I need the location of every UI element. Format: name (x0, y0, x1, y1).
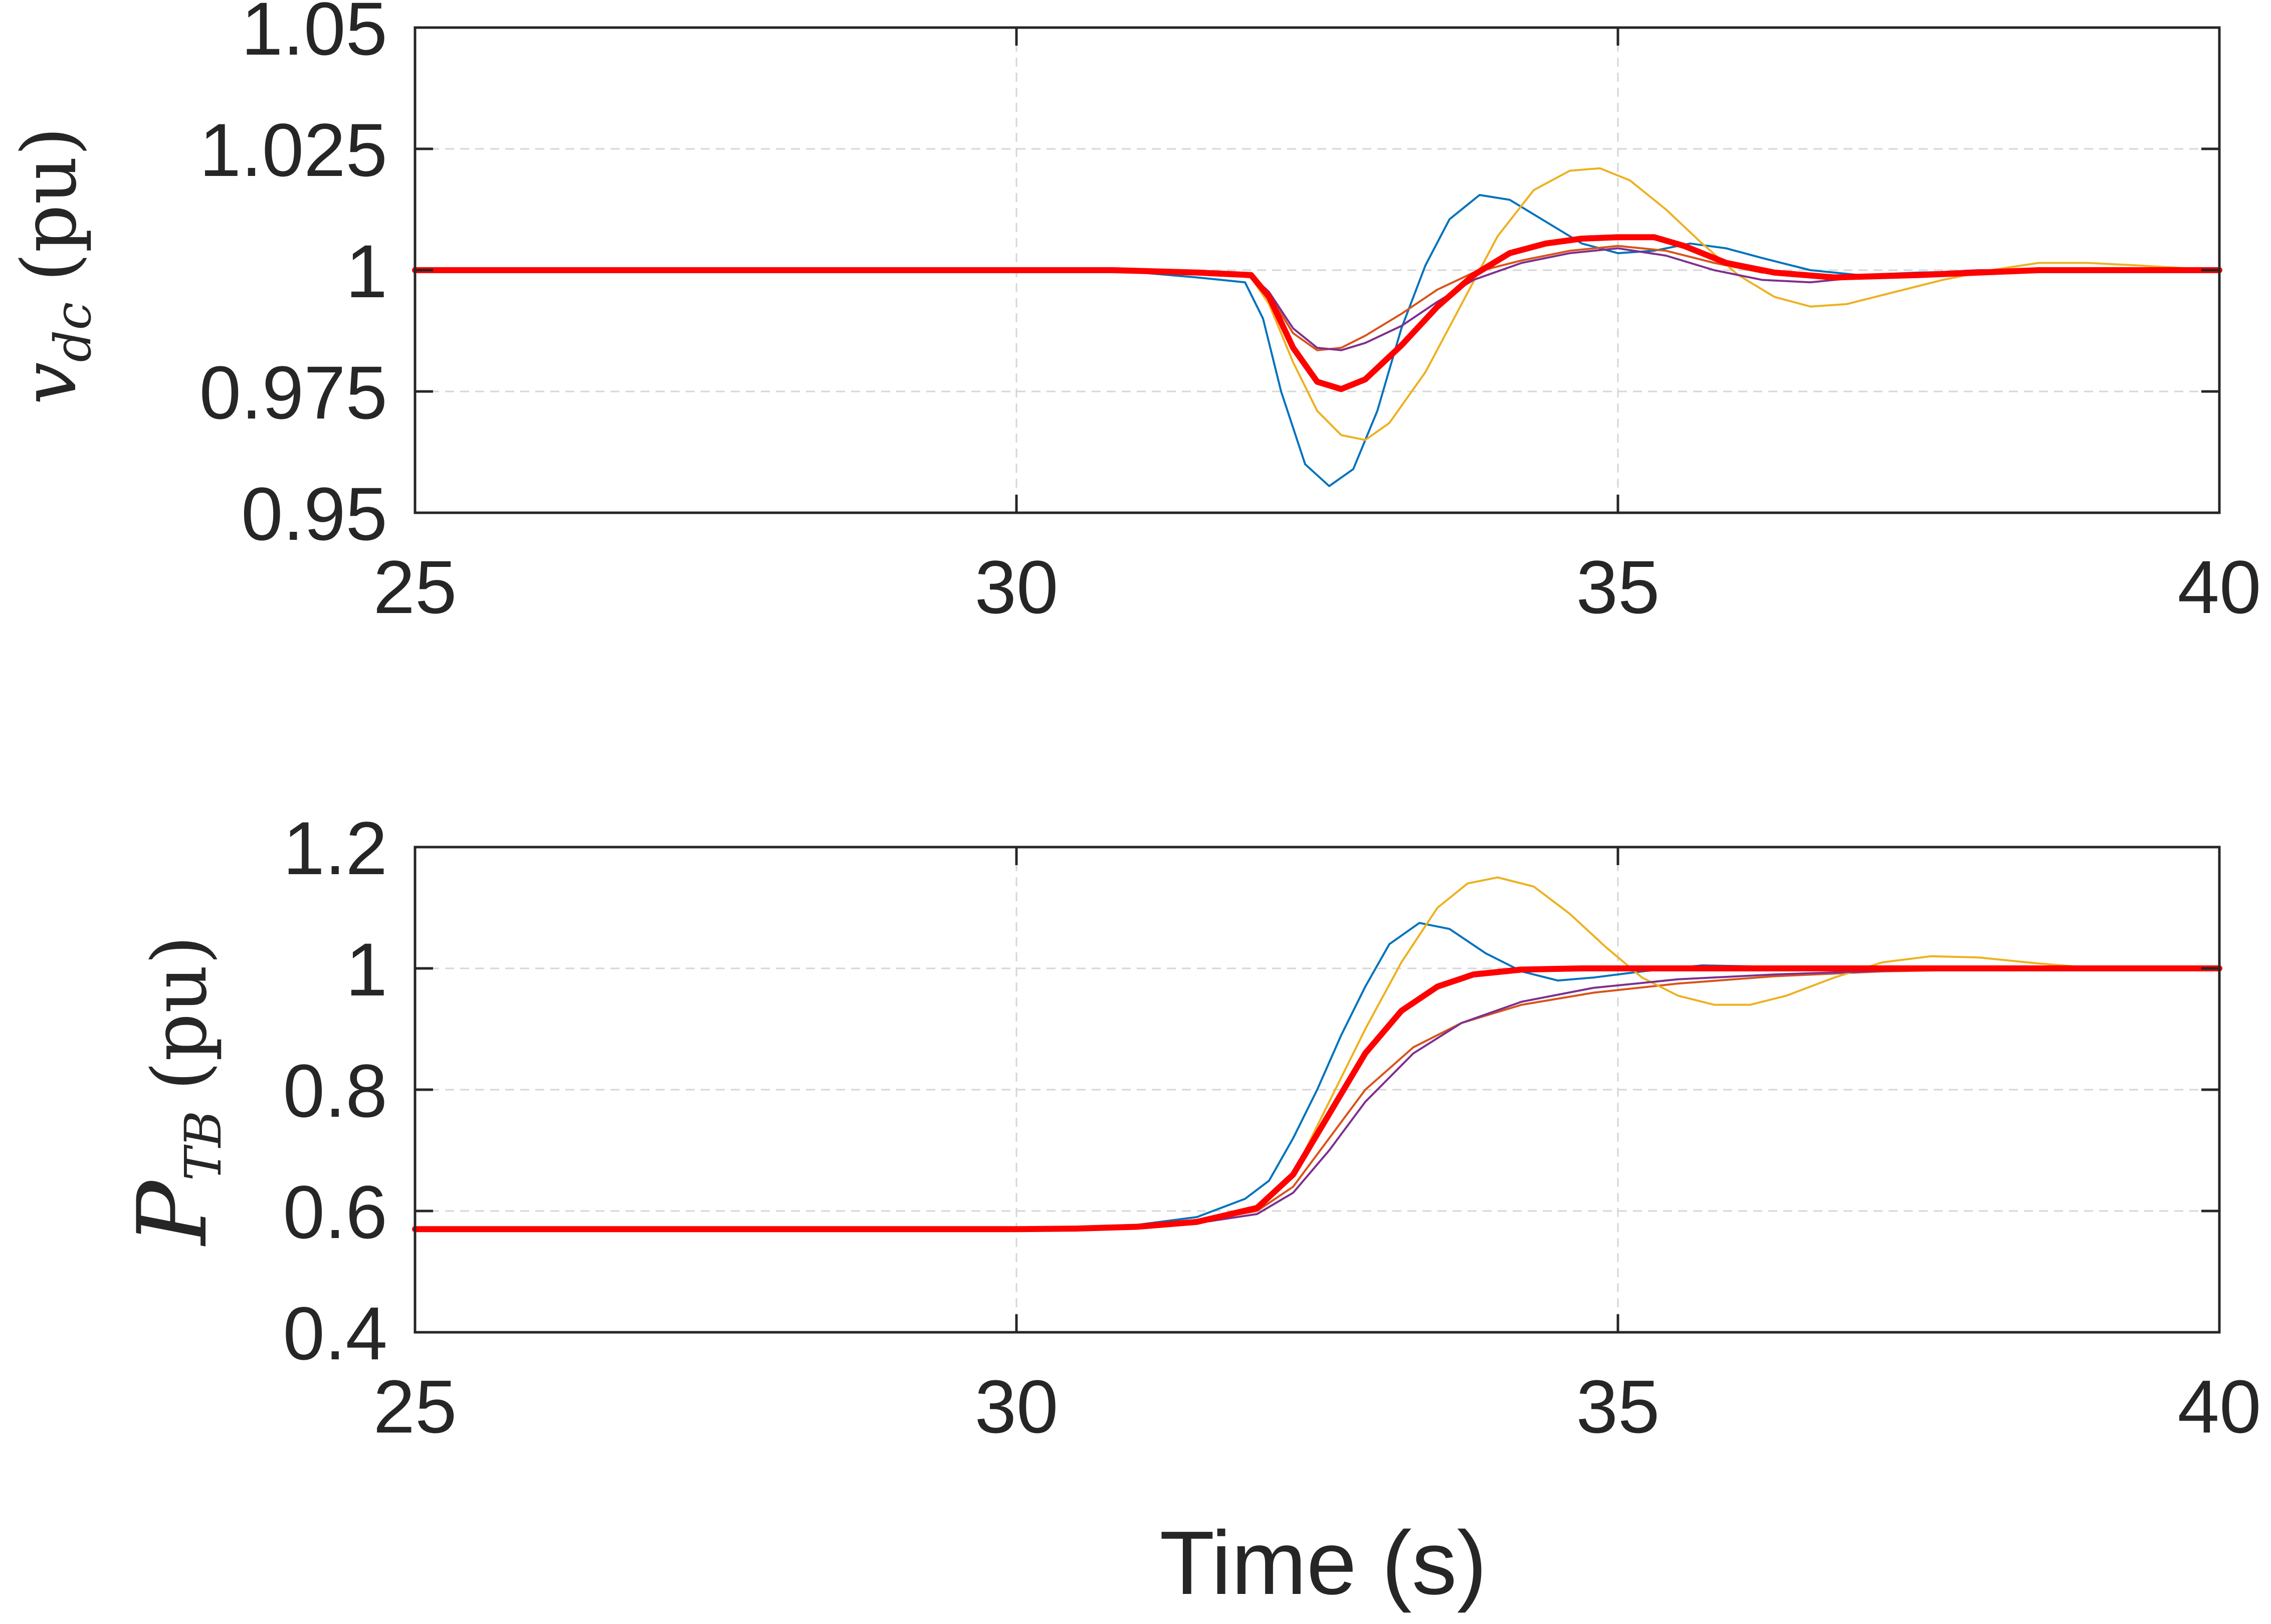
ptb-series-line-5 (412, 965, 2222, 1233)
ptb-y-tick-labels: 0.4 0.6 0.8 1 1.2 (283, 806, 387, 1375)
vdc-series-layer (412, 167, 2222, 487)
vdc-x-tick-label: 30 (975, 545, 1059, 629)
vdc-x-tick-label: 40 (2178, 545, 2261, 629)
ptb-y-tick-label: 0.4 (283, 1291, 387, 1375)
ptb-x-tick-label: 40 (2178, 1364, 2261, 1449)
ptb-y-tick-label: 1.2 (283, 806, 387, 890)
vdc-y-tick-label: 0.975 (199, 350, 387, 435)
vdc-y-tick-label: 1.025 (199, 108, 387, 192)
ptb-y-tick-label: 0.8 (283, 1049, 387, 1133)
vdc-series-line-5 (412, 234, 2222, 392)
ptb-x-tick-label: 30 (975, 1364, 1059, 1449)
vdc-series-line-3 (414, 167, 2220, 441)
vdc-y-tick-label: 1 (346, 229, 387, 313)
ptb-x-tick-label: 35 (1576, 1364, 1660, 1449)
ptb-plot-panel: 25 30 35 40 0.4 0.6 0.8 1 1.2 PTB(pu) (117, 806, 2261, 1449)
ptb-y-tick-label: 0.6 (283, 1170, 387, 1254)
ptb-x-tick-labels: 25 30 35 40 (373, 1364, 2261, 1449)
vdc-plot-panel: 25 30 35 40 0.95 0.975 1 1.025 1.05 vdc(pu) (6, 0, 2261, 629)
ptb-y-tick-label: 1 (346, 927, 387, 1011)
vdc-y-tick-labels: 0.95 0.975 1 1.025 1.05 (199, 0, 387, 556)
ptb-series-layer (412, 876, 2222, 1233)
vdc-x-tick-label: 25 (373, 545, 457, 629)
vdc-y-tick-label: 1.05 (241, 0, 387, 71)
vdc-tick-marks (414, 26, 2221, 514)
vdc-series-line-1 (414, 194, 2220, 487)
vdc-x-tick-labels: 25 30 35 40 (373, 545, 2261, 629)
ptb-x-tick-label: 25 (373, 1364, 457, 1449)
vdc-x-tick-label: 35 (1576, 545, 1660, 629)
vdc-y-tick-label: 0.95 (241, 472, 387, 556)
x-axis-label: Time (s) (1159, 1513, 1487, 1613)
ptb-y-axis-label: PTB(pu) (117, 935, 233, 1247)
ptb-tick-marks (414, 846, 2221, 1334)
vdc-y-axis-label: vdc(pu) (6, 127, 102, 404)
